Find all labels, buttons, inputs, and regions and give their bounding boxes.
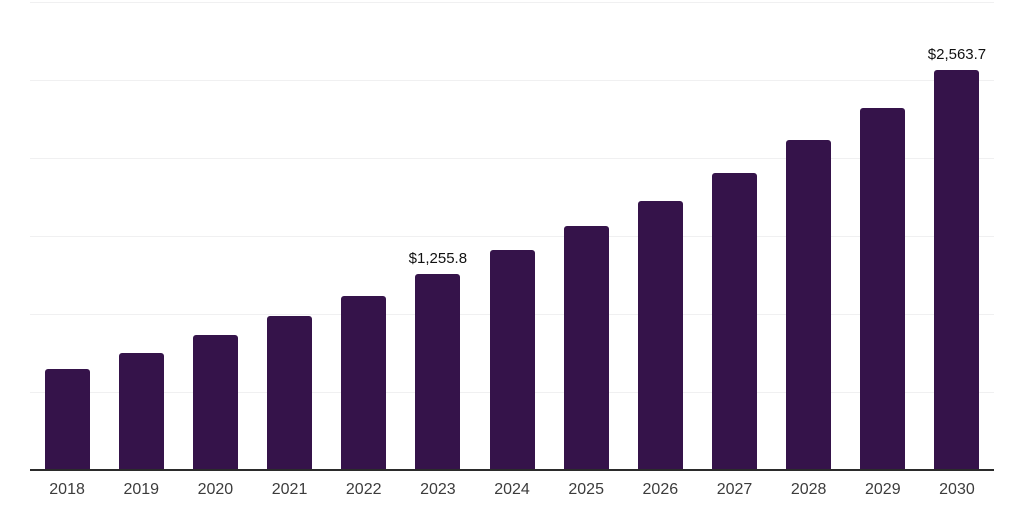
x-tick-label-2022: 2022 — [345, 481, 382, 498]
x-tick-label-2019: 2019 — [123, 481, 160, 498]
x-tick-label-2029: 2029 — [865, 481, 901, 498]
bar-slot-2023: $1,255.8 — [401, 2, 475, 470]
bar-value-label-2030: $2,563.7 — [927, 46, 987, 64]
bar-slot-2022 — [327, 2, 401, 470]
bar-slot-2024 — [475, 2, 549, 470]
x-tick-label-2018: 2018 — [49, 481, 85, 498]
bar-2028 — [786, 140, 832, 470]
bar-slot-2028 — [772, 2, 846, 470]
gridline-3000 — [30, 2, 994, 3]
bar-2027 — [711, 172, 757, 470]
bar-2030 — [934, 70, 980, 470]
plot-area: $1,255.8 $2,563.7 — [30, 2, 994, 471]
x-tick-label-2027: 2027 — [716, 481, 753, 498]
bar-slot-2029 — [846, 2, 920, 470]
bar-slot-2018 — [30, 2, 104, 470]
bar-slot-2019 — [104, 2, 178, 470]
bar-value-label-2023: $1,255.8 — [408, 250, 468, 268]
bar-slot-2025 — [549, 2, 623, 470]
gridline-2000 — [30, 158, 994, 159]
x-tick-label-2023: 2023 — [420, 481, 456, 498]
bar-2018 — [44, 368, 90, 470]
x-tick-label-2030: 2030 — [939, 481, 975, 498]
bar-slot-2030: $2,563.7 — [920, 2, 994, 470]
bar-2020 — [192, 335, 238, 470]
bar-2026 — [637, 201, 683, 470]
x-axis-line — [30, 469, 994, 471]
x-tick-label-2025: 2025 — [568, 481, 604, 498]
bar-2025 — [563, 226, 609, 470]
x-tick-label-2026: 2026 — [642, 481, 679, 498]
bar-slot-2021 — [252, 2, 326, 470]
x-tick-label-2021: 2021 — [271, 481, 308, 498]
x-axis-tick-labels: 2018 2019 2020 2021 2022 2023 2024 2025 2026 2027… — [30, 481, 994, 499]
bar-2024 — [489, 250, 535, 470]
bar-slot-2027 — [697, 2, 771, 470]
bar-2029 — [860, 107, 906, 470]
x-tick-label-2020: 2020 — [197, 481, 234, 498]
bar-slot-2020 — [178, 2, 252, 470]
x-tick-label-2024: 2024 — [494, 481, 530, 498]
bar-2023 — [415, 274, 461, 470]
bar-2021 — [267, 316, 313, 470]
bar-2019 — [118, 353, 164, 470]
bar-slot-2026 — [623, 2, 697, 470]
x-tick-label-2028: 2028 — [790, 481, 827, 498]
gridline-1500 — [30, 236, 994, 237]
bar-2022 — [341, 295, 387, 470]
bars-container: $1,255.8 $2,563.7 — [30, 2, 994, 470]
gridline-2500 — [30, 80, 994, 81]
